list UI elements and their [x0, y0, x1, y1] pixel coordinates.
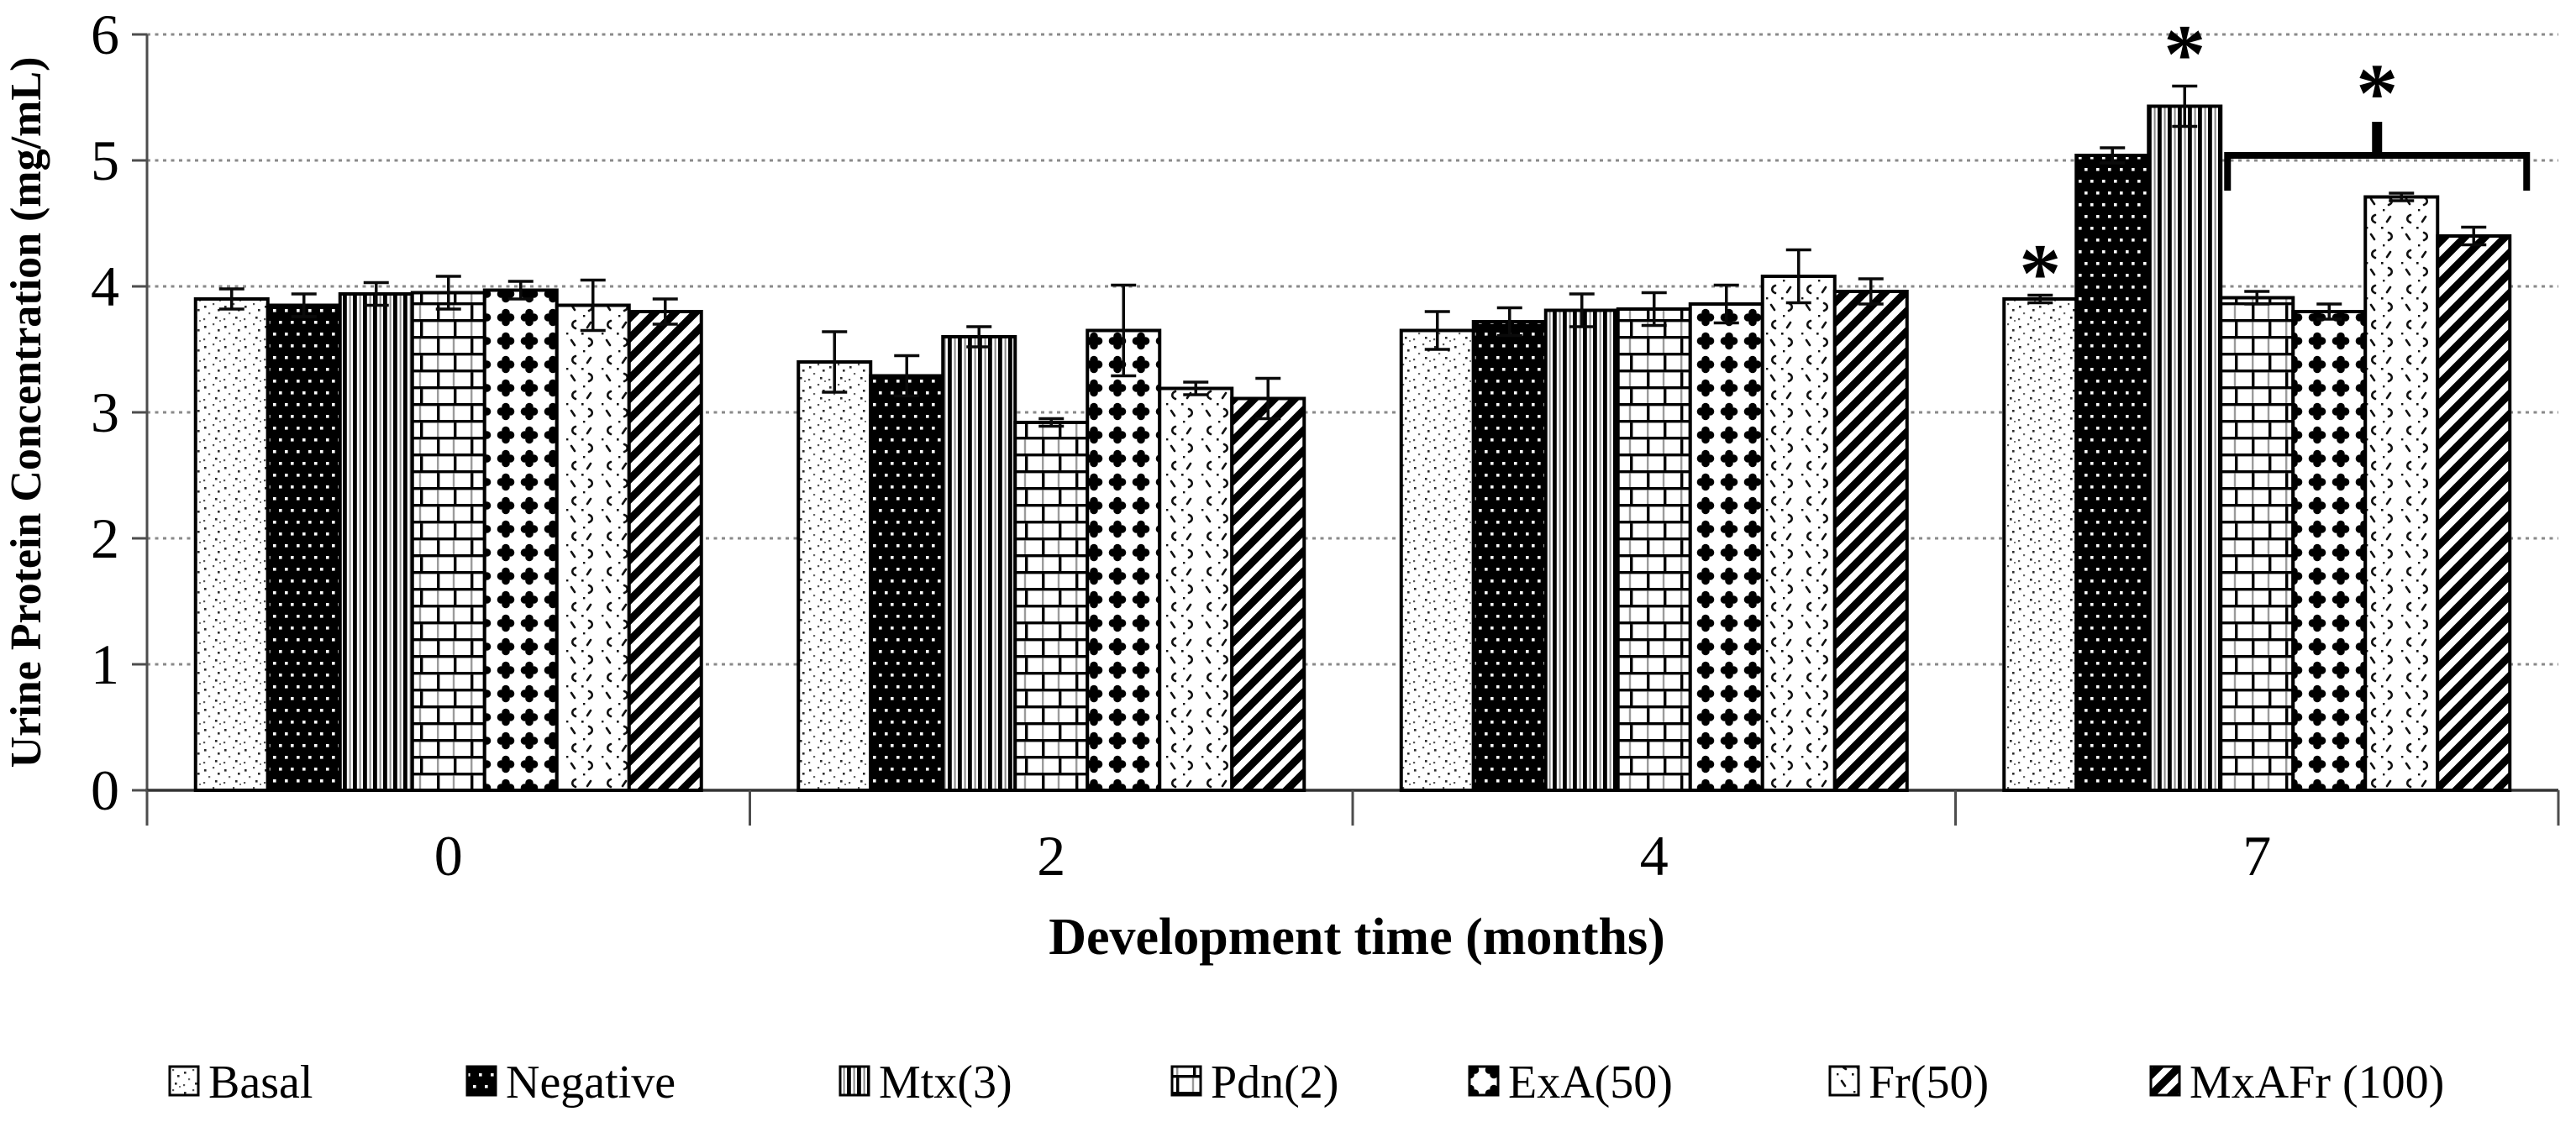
- bar-negative-month-4: [1471, 320, 1548, 792]
- star-annotation-3-bracket: *: [2356, 46, 2398, 139]
- error-bar-exa-50-month-0: [507, 280, 534, 301]
- bar-negative-month-0: [265, 303, 342, 792]
- error-bar-mxafr-100-month-4: [1858, 277, 1884, 306]
- error-bar-basal-month-0: [218, 287, 244, 311]
- y-tick-label-5: 5: [91, 128, 119, 192]
- legend-label-negative: Negative: [506, 1056, 676, 1109]
- bar-mtx-3-month-4: [1543, 308, 1620, 792]
- y-tick-label-4: 4: [91, 254, 119, 318]
- bar-pdn-2-month-2: [1013, 421, 1090, 792]
- bar-basal-month-7: [2002, 297, 2079, 792]
- error-bar-fr-50-month-2: [1183, 380, 1209, 396]
- bar-mxafr-100-month-2: [1230, 396, 1306, 792]
- y-tick-label-1: 1: [91, 632, 119, 696]
- bar-pdn-2-month-4: [1616, 307, 1692, 792]
- bar-exa-50-month-4: [1688, 302, 1764, 792]
- error-bar-negative-month-0: [291, 292, 317, 318]
- error-bar-basal-month-2: [822, 330, 848, 394]
- error-bar-mxafr-100-month-2: [1255, 376, 1281, 421]
- bar-basal-month-2: [796, 360, 873, 792]
- error-bar-basal-month-4: [1424, 310, 1450, 351]
- bar-mtx-3-month-2: [941, 335, 1017, 792]
- star-annotation-2-mtx-3: *: [2163, 8, 2205, 101]
- legend-swatch-diagonal-stripes-icon: [2149, 1065, 2181, 1097]
- legend-swatch-black-white-dots-icon: [465, 1065, 497, 1097]
- error-bar-negative-month-4: [1496, 306, 1522, 338]
- error-bar-mtx-3-month-0: [363, 280, 389, 307]
- error-bar-negative-month-2: [894, 354, 920, 398]
- error-bar-mxafr-100-month-0: [652, 297, 678, 326]
- bar-exa-50-month-2: [1086, 328, 1162, 792]
- bar-negative-month-7: [2074, 154, 2151, 792]
- legend-label-mtx-3: Mtx(3): [879, 1056, 1012, 1109]
- legend-swatch-sparse-dots-icon: [168, 1065, 200, 1097]
- legend-swatch-clover-grid-icon: [1468, 1065, 1500, 1097]
- x-axis-title: Development time (months): [1049, 909, 1665, 966]
- legend-label-pdn-2: Pdn(2): [1211, 1056, 1338, 1109]
- legend-swatch-brick-icon: [1170, 1065, 1202, 1097]
- bar-basal-month-4: [1399, 328, 1475, 792]
- error-bar-pdn-2-month-7: [2244, 290, 2270, 306]
- bar-mxafr-100-month-4: [1832, 290, 1909, 792]
- bar-fr-50-month-2: [1158, 386, 1234, 792]
- plot-area: 0 1 2 3 4 5 6 0 2 4 7 * * *: [91, 3, 2560, 888]
- legend-swatch-vertical-stripes-icon: [839, 1065, 870, 1097]
- y-axis-title: Urine Protein Concentration (mg/mL): [3, 57, 50, 768]
- y-tick-label-0: 0: [91, 758, 119, 822]
- error-bar-pdn-2-month-4: [1641, 291, 1667, 328]
- error-bar-mtx-3-month-2: [966, 325, 992, 349]
- bar-pdn-2-month-7: [2219, 296, 2295, 792]
- legend: Basal Negative Mtx(3) Pdn(2) ExA(50) Fr(50) Mx…: [168, 1056, 2444, 1109]
- y-tick-label-2: 2: [91, 506, 119, 570]
- error-bar-fr-50-month-0: [580, 278, 606, 333]
- x-tick-label-4: 4: [1640, 824, 1669, 888]
- bar-pdn-2-month-0: [410, 291, 486, 792]
- legend-item-negative: Negative: [465, 1056, 676, 1109]
- error-bar-fr-50-month-4: [1785, 248, 1811, 305]
- legend-item-exa-50: ExA(50): [1468, 1056, 1673, 1109]
- legend-label-exa-50: ExA(50): [1508, 1056, 1673, 1109]
- x-tick-label-2: 2: [1037, 824, 1065, 888]
- error-bar-pdn-2-month-2: [1038, 417, 1065, 428]
- bar-exa-50-month-0: [482, 288, 559, 792]
- legend-swatch-scatter-marks-icon: [1828, 1065, 1860, 1097]
- y-tick-label-6: 6: [91, 3, 119, 66]
- legend-item-mxafr-100: MxAFr (100): [2149, 1056, 2444, 1109]
- error-bar-mtx-3-month-4: [1569, 292, 1595, 328]
- bar-fr-50-month-4: [1760, 275, 1837, 792]
- bar-negative-month-2: [869, 374, 945, 792]
- error-bar-basal-month-7: [2027, 293, 2053, 305]
- x-tick-label-0: 0: [434, 824, 463, 888]
- y-tick-label-3: 3: [91, 380, 119, 444]
- bar-exa-50-month-7: [2291, 310, 2368, 792]
- bar-fr-50-month-0: [555, 303, 631, 792]
- legend-item-mtx-3: Mtx(3): [839, 1056, 1012, 1109]
- bar-fr-50-month-7: [2363, 195, 2440, 792]
- legend-item-basal: Basal: [168, 1056, 313, 1109]
- legend-item-pdn-2: Pdn(2): [1170, 1056, 1338, 1109]
- bar-mtx-3-month-0: [338, 292, 414, 792]
- error-bar-mtx-3-month-7: [2172, 84, 2198, 128]
- bar-mxafr-100-month-7: [2436, 234, 2512, 792]
- bar-basal-month-0: [193, 297, 270, 792]
- error-bar-exa-50-month-7: [2316, 302, 2342, 321]
- legend-item-fr-50: Fr(50): [1828, 1056, 1989, 1109]
- error-bar-negative-month-7: [2100, 146, 2126, 165]
- star-annotation-1-basal: *: [2019, 227, 2061, 320]
- bar-mtx-3-month-7: [2147, 104, 2223, 792]
- bar-mxafr-100-month-0: [627, 310, 703, 792]
- error-bar-pdn-2-month-0: [435, 275, 461, 311]
- error-bar-fr-50-month-7: [2389, 191, 2415, 202]
- error-bar-exa-50-month-4: [1713, 283, 1739, 325]
- legend-label-mxafr-100: MxAFr (100): [2190, 1056, 2444, 1109]
- legend-label-fr-50: Fr(50): [1869, 1056, 1989, 1109]
- legend-label-basal: Basal: [208, 1056, 313, 1109]
- error-bar-mxafr-100-month-7: [2461, 225, 2487, 247]
- error-bar-exa-50-month-2: [1111, 283, 1137, 378]
- x-tick-label-7: 7: [2242, 824, 2271, 888]
